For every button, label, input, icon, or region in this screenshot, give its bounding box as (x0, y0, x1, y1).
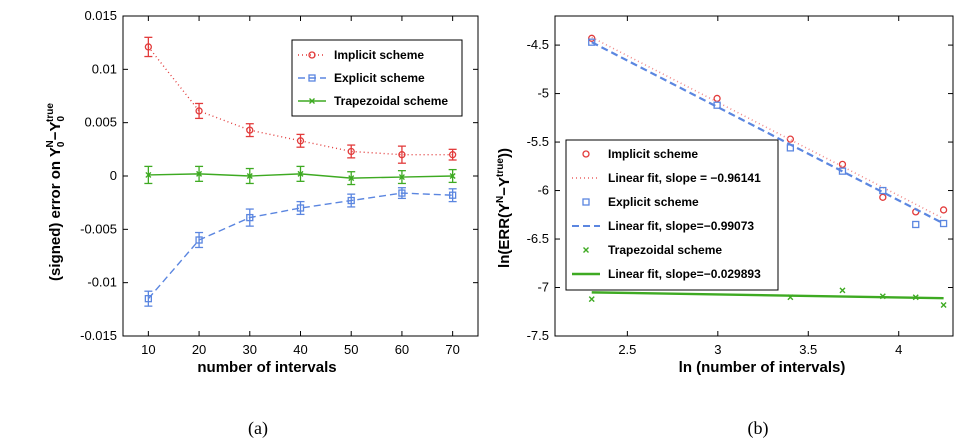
legend-box (565, 139, 779, 291)
legend-label: Trapezoidal scheme (608, 243, 722, 257)
chart-a-caption: (a) (248, 418, 268, 439)
chart-a-ytick-label: 0 (110, 168, 117, 183)
chart-a-ytick-label: -0.015 (80, 328, 117, 343)
chart-b-xlabel: ln (number of intervals) (679, 359, 846, 376)
data-point (588, 38, 596, 46)
data-point (838, 167, 847, 175)
chart-a-ylabel: (signed) error on Y0N−Y0true (45, 103, 67, 281)
chart-b-ytick-label: -7 (537, 280, 549, 295)
chart-b: 2.5 3 3.5 4 -7.5 -7 -6.5 -6 -5.5 -5 -4.5 Implicit … (495, 15, 954, 439)
data-point (246, 173, 253, 179)
chart-b-ytick-label: -6 (537, 183, 549, 198)
legend-label: Implicit scheme (608, 147, 698, 161)
data-point (347, 196, 355, 205)
chart-a-xtick-label: 20 (192, 342, 206, 357)
chart-a-xtick-label: 10 (141, 342, 155, 357)
data-point (347, 147, 355, 156)
chart-a-marks (144, 36, 457, 307)
chart-a-ytick-label: -0.005 (80, 221, 117, 236)
data-point (939, 219, 948, 228)
data-point (144, 43, 153, 51)
legend-marker (582, 150, 590, 158)
legend-label: Implicit scheme (334, 48, 424, 62)
data-point (297, 170, 304, 177)
chart-b-marks (588, 34, 948, 308)
chart-a-xtick-label: 60 (395, 342, 409, 357)
chart-b-ytick-label: -6.5 (527, 231, 549, 246)
data-point (246, 126, 254, 134)
chart-a-ytick-label: -0.01 (87, 275, 117, 290)
legend-label: Linear fit, slope=−0.99073 (608, 219, 754, 233)
legend-label: Linear fit, slope=−0.029893 (608, 267, 761, 281)
chart-b-xtick-label: 4 (895, 342, 902, 357)
chart-b-ytick-label: -5 (537, 86, 549, 101)
data-point (448, 191, 457, 199)
data-point (448, 151, 457, 159)
data-point (713, 94, 721, 103)
chart-a-ytick-label: 0.005 (84, 115, 117, 130)
data-point (348, 175, 355, 182)
chart-a-ytick-label: 0.01 (92, 61, 117, 76)
chart-b-ytick-label: -5.5 (527, 134, 549, 149)
data-point (449, 173, 456, 179)
chart-b-xtick-label: 3 (714, 342, 721, 357)
legend-label: Trapezoidal scheme (334, 94, 448, 108)
data-point (398, 189, 406, 197)
data-point (786, 135, 795, 143)
legend-marker (308, 74, 316, 82)
chart-b-xtick-label: 3.5 (799, 342, 817, 357)
data-point (588, 34, 596, 42)
chart-b-legend: Implicit scheme Linear fit, slope = −0.96… (565, 139, 779, 291)
data-point (940, 301, 947, 308)
chart-b-xtick-label: 2.5 (618, 342, 636, 357)
chart-a-xtick-label: 50 (344, 342, 358, 357)
data-point (195, 107, 203, 115)
data-point (296, 204, 305, 212)
chart-b-frame (554, 15, 954, 337)
data-point (839, 287, 846, 294)
chart-b-ylabel: ln(ERR(YN−Ytrue)) (495, 148, 513, 268)
legend-label: Linear fit, slope = −0.96141 (608, 171, 761, 185)
legend-label: Explicit scheme (334, 71, 425, 85)
chart-b-ytick-label: -4.5 (527, 37, 549, 52)
legend-marker (309, 98, 315, 104)
fit-line (591, 291, 944, 300)
chart-a: 10 20 30 40 50 60 70 -0.015 -0.01 -0.005 0 0.005 0.0… (45, 8, 479, 439)
legend-label: Explicit scheme (608, 195, 699, 209)
legend-marker (582, 198, 590, 206)
data-point (912, 220, 920, 229)
chart-a-axes: 10 20 30 40 50 60 70 -0.015 -0.01 -0.005 0 0.005 0.0… (80, 8, 479, 357)
legend-marker (308, 51, 316, 59)
data-point (398, 174, 405, 181)
chart-b-axes: 2.5 3 3.5 4 -7.5 -7 -6.5 -6 -5.5 -5 -4.5 (527, 15, 954, 357)
chart-a-xlabel: number of intervals (197, 359, 336, 376)
data-point (195, 236, 203, 244)
legend-marker (583, 247, 589, 253)
chart-a-ytick-label: 0.015 (84, 8, 117, 23)
data-point (939, 206, 948, 214)
chart-a-xtick-label: 30 (243, 342, 257, 357)
data-point (246, 213, 254, 222)
data-point (296, 137, 305, 145)
data-point (145, 171, 152, 178)
chart-b-ytick-label: -7.5 (527, 328, 549, 343)
chart-a-legend: Implicit scheme Explicit scheme Trapezoida… (291, 39, 463, 117)
data-point (398, 151, 406, 159)
data-point (144, 295, 153, 303)
data-point (588, 296, 595, 303)
data-point (879, 193, 887, 201)
data-point (196, 170, 203, 177)
chart-a-xtick-label: 70 (445, 342, 459, 357)
data-point (838, 160, 847, 169)
chart-a-xtick-label: 40 (293, 342, 307, 357)
chart-b-caption: (b) (748, 418, 769, 439)
